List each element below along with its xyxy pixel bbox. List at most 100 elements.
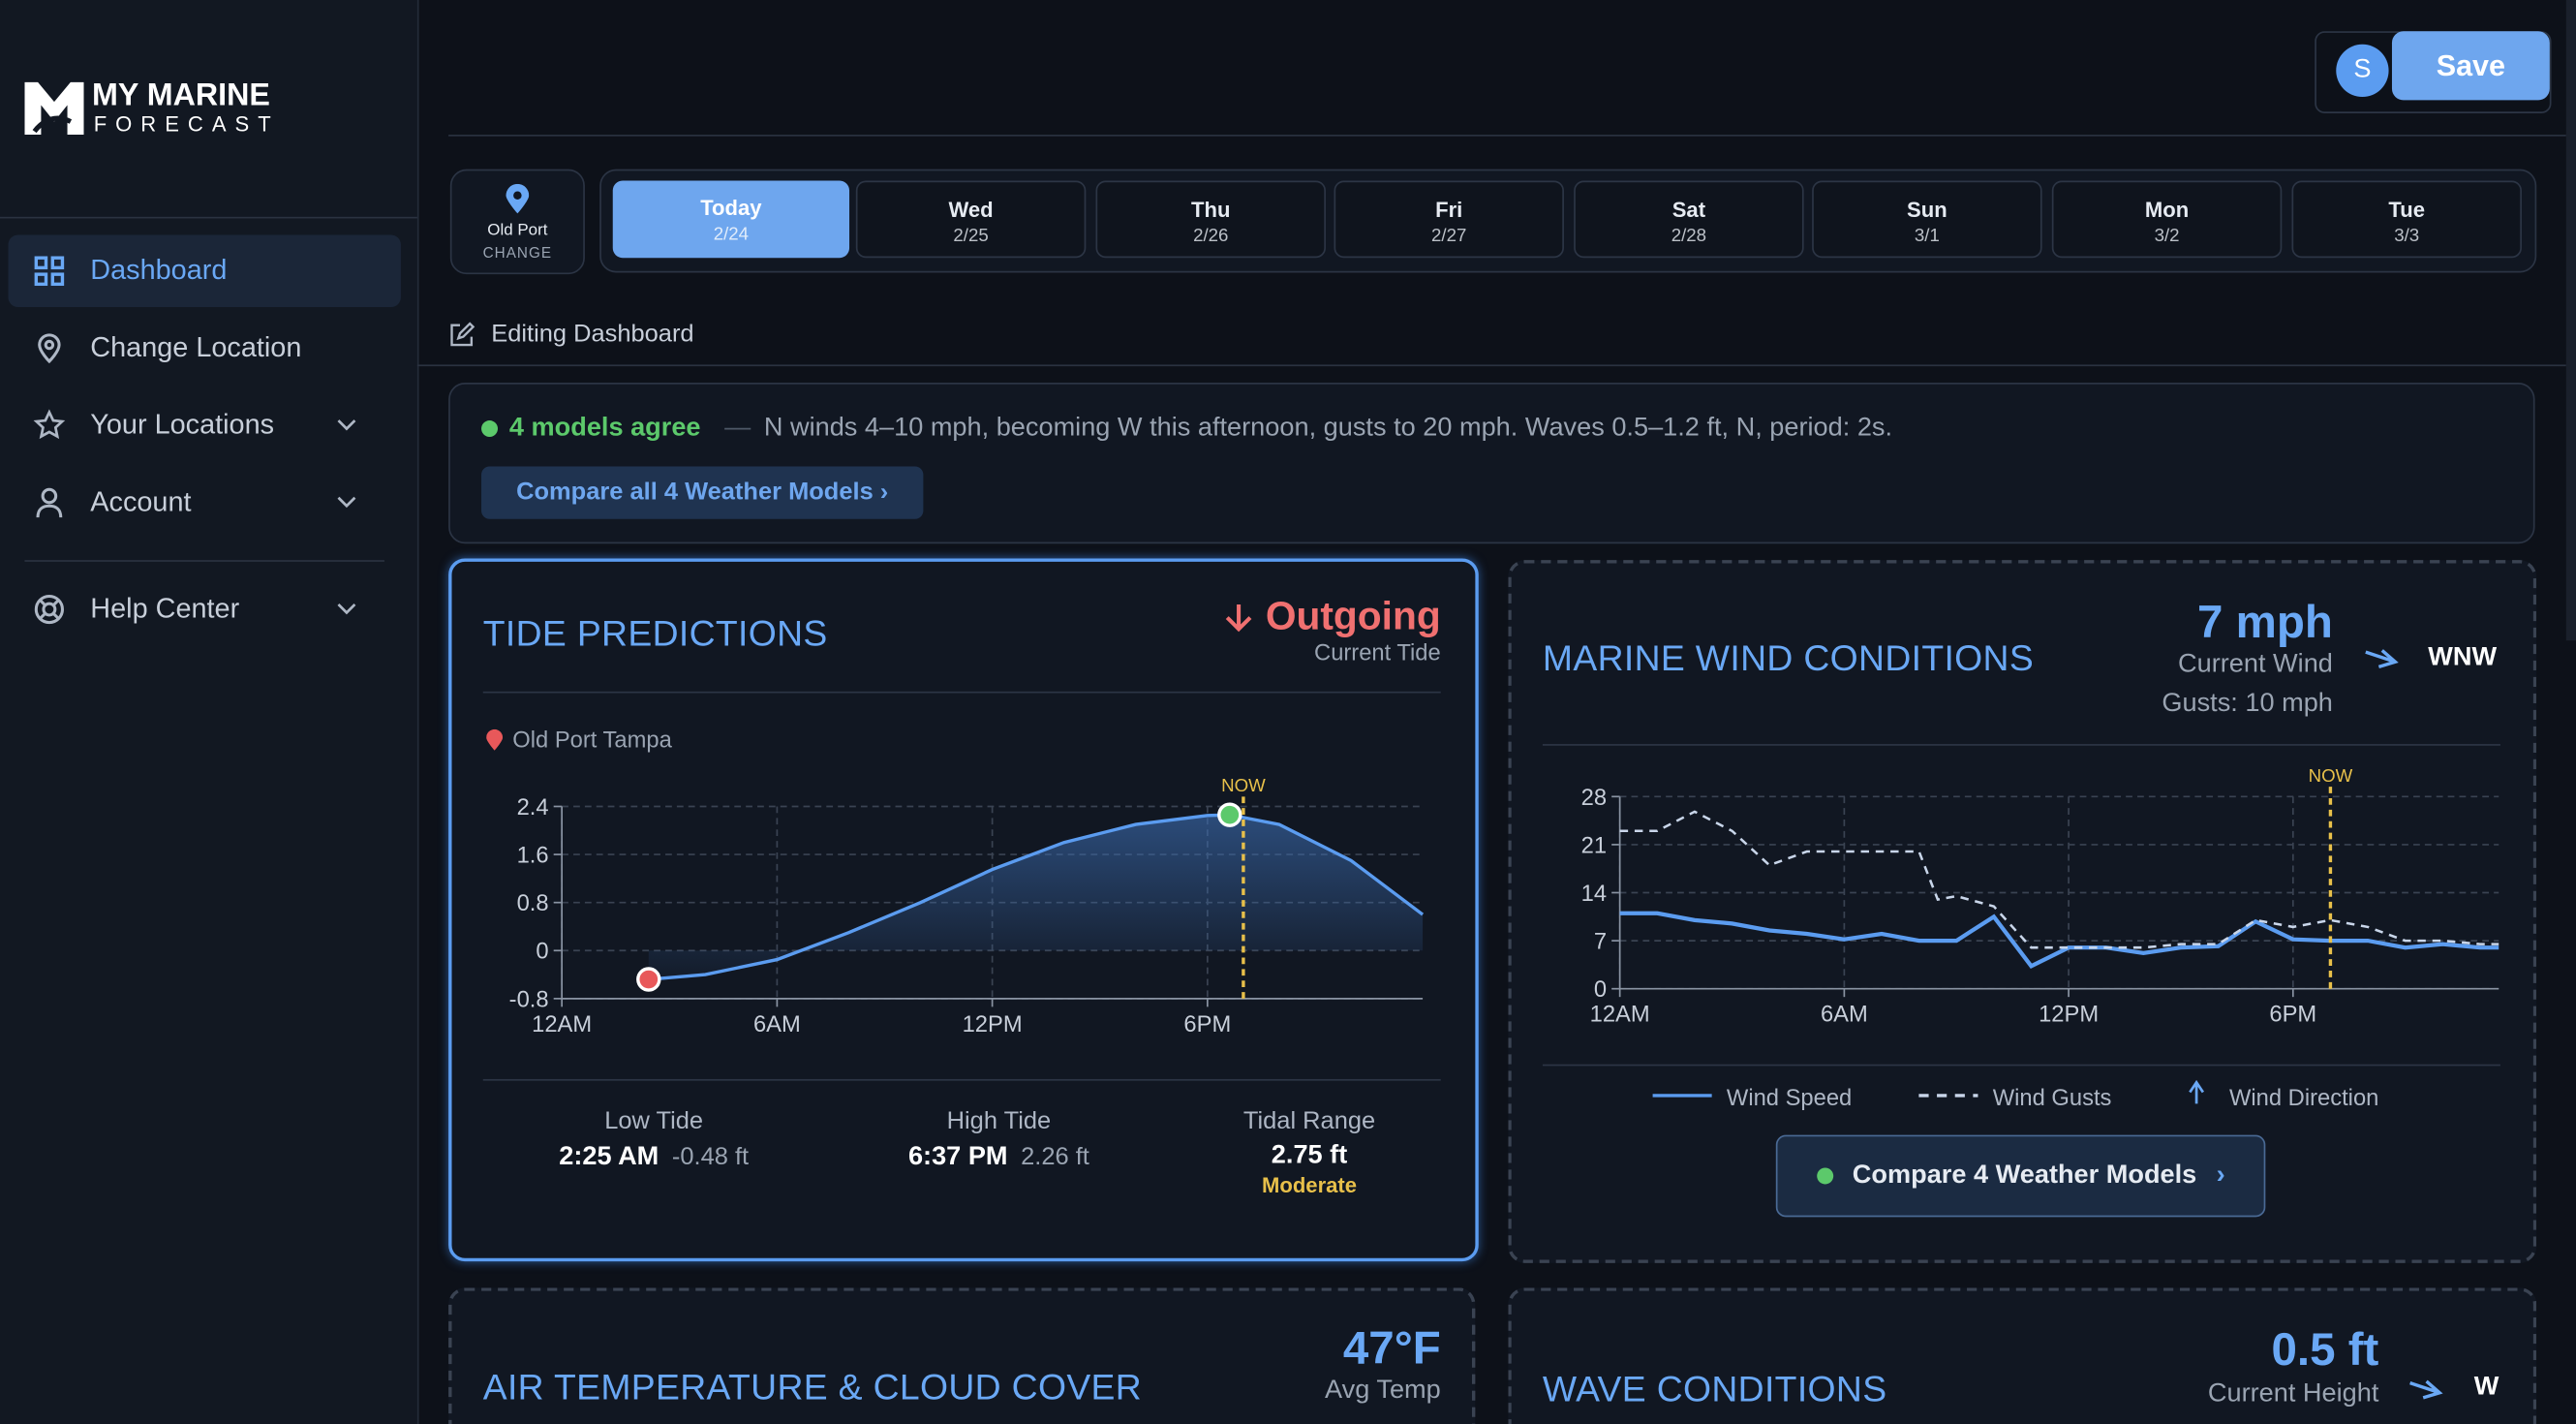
chevron: › <box>2216 1161 2225 1190</box>
stat-value: 2.26 ft <box>1021 1143 1089 1171</box>
card-title: MARINE WIND CONDITIONS <box>1542 636 2035 679</box>
wave-label: Current Height <box>2207 1379 2379 1409</box>
day-tab[interactable]: Sat 2/28 <box>1574 180 1804 259</box>
temp-card[interactable] <box>448 1287 1476 1424</box>
logo-icon <box>24 81 84 136</box>
scrollbar[interactable] <box>2565 0 2576 641</box>
tide-point <box>636 967 661 992</box>
location-name: Old Port <box>487 221 548 240</box>
stat-label: High Tide <box>946 1106 1052 1135</box>
wind-arrow <box>2365 649 2399 668</box>
day-tab[interactable]: Today 2/24 <box>612 180 850 259</box>
day-tab[interactable]: Wed 2/25 <box>855 180 1087 259</box>
stat-time: 6:37 PM <box>907 1143 1008 1171</box>
separator: — <box>724 414 751 443</box>
divider <box>416 364 2566 367</box>
day-tab[interactable]: Fri 2/27 <box>1334 180 1564 259</box>
nav-item[interactable]: Account <box>8 467 400 540</box>
x-tick-label: 12PM <box>2039 1003 2099 1028</box>
divider <box>24 560 384 562</box>
save-button[interactable]: Save <box>2391 31 2550 101</box>
stat-time: 2:25 AM <box>559 1143 659 1171</box>
day-name: Today <box>700 195 762 221</box>
temp-label: Avg Temp <box>1325 1376 1441 1405</box>
tide-state-label: Current Tide <box>1314 638 1441 666</box>
y-tick-label: -0.8 <box>509 987 549 1012</box>
x-tick-label: 12AM <box>1590 1003 1650 1028</box>
location-button[interactable]: Old Port CHANGE <box>449 169 585 275</box>
x-tick-label: 12PM <box>963 1012 1023 1037</box>
compare-button[interactable]: Compare all 4 Weather Models › <box>481 466 924 519</box>
wind-gusts: Gusts: 10 mph <box>2162 690 2333 718</box>
day-tab[interactable]: Sun 3/1 <box>1812 180 2042 259</box>
x-tick-label: 6AM <box>753 1012 801 1037</box>
wave-card[interactable] <box>1508 1287 2537 1424</box>
nav-label: Help Center <box>90 593 240 625</box>
divider <box>448 135 2566 137</box>
nav-item[interactable]: Help Center <box>8 573 400 646</box>
day-date: 2/26 <box>1193 226 1229 247</box>
nav-label: Account <box>90 485 192 518</box>
y-tick-label: 28 <box>1581 786 1607 811</box>
nav-label: Your Locations <box>90 409 275 441</box>
y-tick-label: 2.4 <box>517 795 549 820</box>
location-action: CHANGE <box>482 244 553 262</box>
day-name: Fri <box>1435 197 1463 222</box>
y-tick-label: 0 <box>1594 977 1607 1003</box>
x-tick-label: 12AM <box>532 1012 592 1037</box>
tide-state: Outgoing <box>1265 594 1441 639</box>
wind-direction: WNW <box>2428 643 2498 672</box>
nav-label: Change Location <box>90 331 302 363</box>
brand-line1: MY MARINE <box>91 78 270 113</box>
day-tab[interactable]: Mon 3/2 <box>2051 180 2283 259</box>
brand-line2: FORECAST <box>93 111 280 137</box>
x-tick-label: 6PM <box>1183 1012 1231 1037</box>
tide-point <box>1217 802 1242 827</box>
legend-label: Wind Gusts <box>1993 1086 2112 1111</box>
stat-value: -0.48 ft <box>671 1143 750 1171</box>
divider <box>482 1078 1441 1081</box>
status: 4 models agree <box>508 414 701 443</box>
stat-row: 6:37 PM 2.26 ft <box>835 1143 1163 1173</box>
down-arrow <box>1225 604 1252 633</box>
day-date: 2/25 <box>953 226 989 247</box>
day-date: 2/28 <box>1671 226 1707 247</box>
compare-models-button[interactable]: Compare 4 Weather Models › <box>1775 1134 2266 1218</box>
y-tick-label: 1.6 <box>517 844 549 869</box>
button-label: Compare 4 Weather Models <box>1852 1161 2197 1190</box>
day-tab[interactable]: Thu 2/26 <box>1095 180 1326 259</box>
day-date: 3/2 <box>2154 226 2180 247</box>
nav-item[interactable]: Your Locations <box>8 389 400 462</box>
divider <box>1542 1064 2500 1067</box>
editing-label: Editing Dashboard <box>491 320 694 349</box>
legend-label: Wind Direction <box>2229 1086 2378 1111</box>
card-title: AIR TEMPERATURE & CLOUD COVER <box>482 1366 1143 1409</box>
wind-speed-label: Current Wind <box>2178 650 2333 679</box>
day-name: Tue <box>2388 197 2426 222</box>
stat-value: 2.75 ft <box>1271 1141 1348 1170</box>
legend-label: Wind Speed <box>1727 1086 1852 1111</box>
wind-speed: 7 mph <box>2196 596 2333 648</box>
nav-item[interactable]: Dashboard <box>8 234 401 308</box>
card-title: WAVE CONDITIONS <box>1542 1368 1887 1409</box>
temp-value: 47°F <box>1342 1321 1441 1374</box>
day-tab[interactable]: Tue 3/3 <box>2291 180 2522 259</box>
series-line <box>1619 911 2499 969</box>
day-name: Mon <box>2144 197 2190 222</box>
nav-item[interactable]: Change Location <box>8 312 400 385</box>
y-tick-label: 21 <box>1581 833 1607 858</box>
day-name: Thu <box>1191 197 1231 222</box>
tide-line <box>648 813 1425 981</box>
now-label: NOW <box>1221 775 1266 795</box>
stat-label: Low Tide <box>604 1106 704 1135</box>
wave-direction: W <box>2473 1373 2499 1402</box>
day-name: Sat <box>1671 197 1706 222</box>
card-title: TIDE PREDICTIONS <box>482 612 828 654</box>
wave-value: 0.5 ft <box>2271 1323 2379 1376</box>
x-tick-label: 6PM <box>2269 1003 2316 1028</box>
tide-place: Old Port Tampa <box>512 726 672 753</box>
avatar[interactable]: S <box>2336 44 2389 98</box>
stat-label: Tidal Range <box>1242 1106 1376 1135</box>
day-date: 2/24 <box>713 225 750 245</box>
